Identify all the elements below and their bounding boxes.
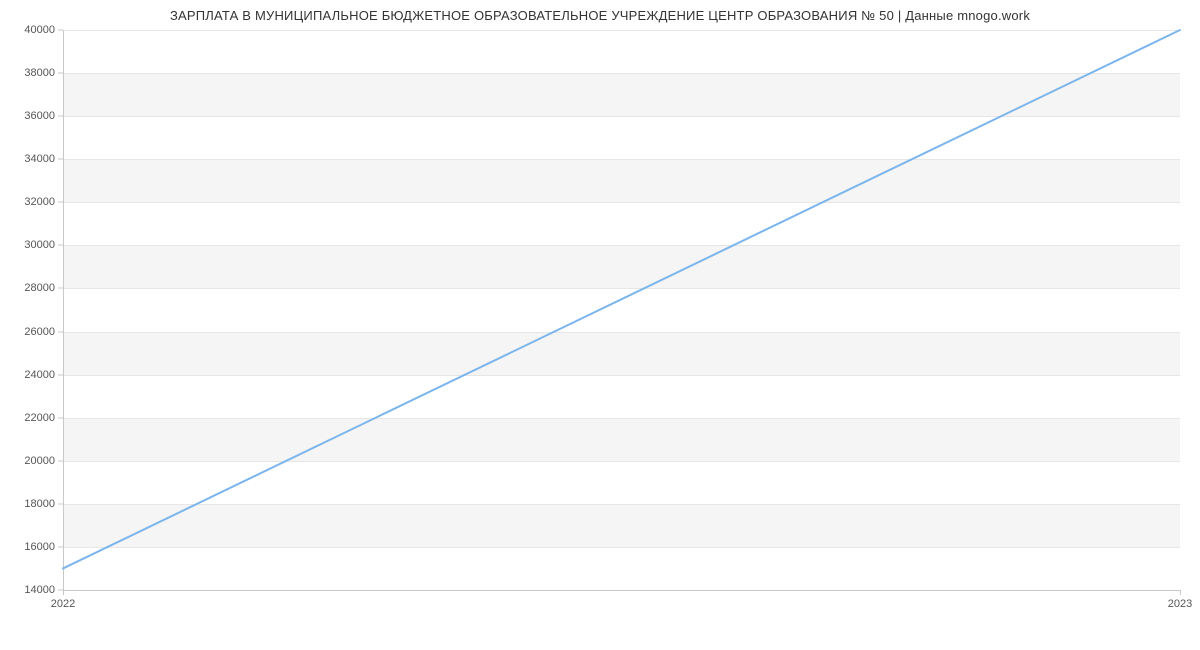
chart-title: ЗАРПЛАТА В МУНИЦИПАЛЬНОЕ БЮДЖЕТНОЕ ОБРАЗ… — [0, 8, 1200, 23]
y-axis-label: 16000 — [24, 541, 55, 553]
plot-area: 1400016000180002000022000240002600028000… — [63, 30, 1180, 590]
y-axis-label: 24000 — [24, 369, 55, 381]
y-axis-label: 36000 — [24, 110, 55, 122]
y-axis-label: 30000 — [24, 239, 55, 251]
x-axis-label: 2022 — [51, 598, 75, 610]
x-axis-line — [63, 590, 1180, 591]
y-axis-label: 40000 — [24, 24, 55, 36]
y-axis-label: 22000 — [24, 412, 55, 424]
x-tick — [1180, 590, 1181, 595]
series-line-salary — [63, 30, 1180, 568]
series-layer — [63, 30, 1180, 590]
y-axis-label: 26000 — [24, 326, 55, 338]
y-axis-label: 28000 — [24, 282, 55, 294]
y-axis-label: 32000 — [24, 196, 55, 208]
salary-line-chart: ЗАРПЛАТА В МУНИЦИПАЛЬНОЕ БЮДЖЕТНОЕ ОБРАЗ… — [0, 0, 1200, 650]
x-tick — [63, 590, 64, 595]
y-axis-label: 14000 — [24, 584, 55, 596]
x-axis-label: 2023 — [1168, 598, 1192, 610]
y-axis-label: 20000 — [24, 455, 55, 467]
y-axis-label: 18000 — [24, 498, 55, 510]
y-axis-label: 38000 — [24, 67, 55, 79]
y-axis-label: 34000 — [24, 153, 55, 165]
